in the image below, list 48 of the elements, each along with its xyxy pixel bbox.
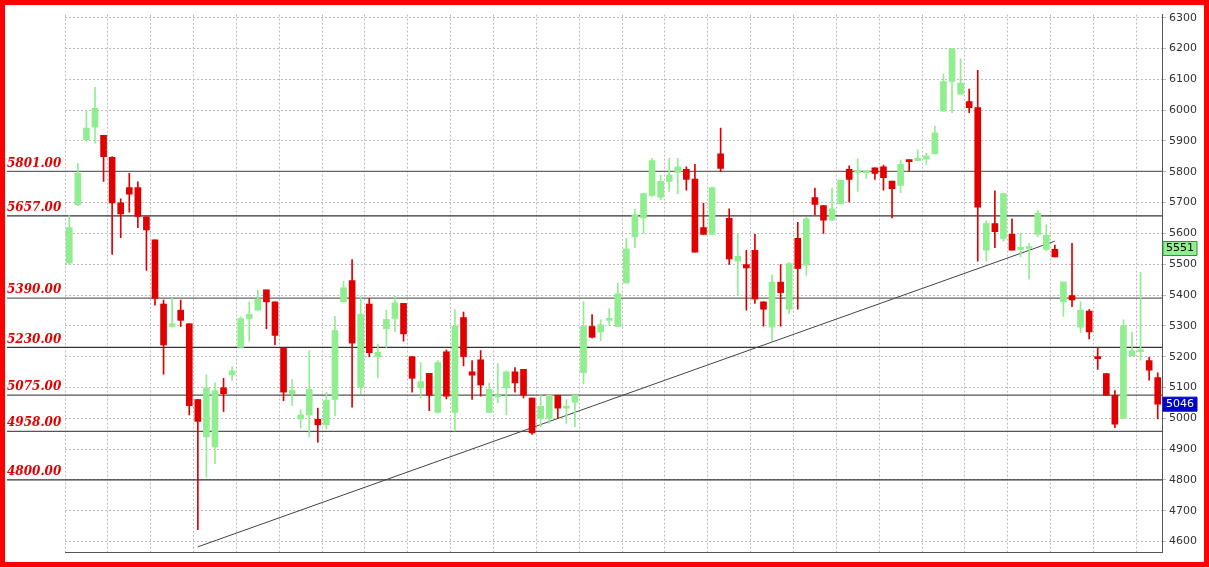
ref-line-label: 5657.00 <box>7 199 62 214</box>
y-tick-label: 5000 <box>1169 411 1198 425</box>
candlestick <box>194 399 202 530</box>
ref-line-label: 5390.00 <box>7 282 62 297</box>
y-tick-label: 4900 <box>1169 442 1198 456</box>
y-tick-label: 6100 <box>1169 72 1198 86</box>
y-tick-label: 5200 <box>1169 349 1198 363</box>
y-tick-label: 5700 <box>1169 195 1198 209</box>
y-tick-label: 5900 <box>1169 133 1198 147</box>
annotation: 5046 <box>1166 397 1195 411</box>
candlestick <box>297 409 305 429</box>
ref-line-label: 5230.00 <box>7 331 62 346</box>
candlestick <box>1025 242 1033 280</box>
candlestick <box>168 298 176 328</box>
y-tick-label: 6000 <box>1169 103 1198 116</box>
candlestick <box>674 157 682 194</box>
annotation: 5551 <box>1166 241 1195 255</box>
candlestick <box>1128 331 1136 357</box>
candlestick <box>125 172 133 213</box>
y-tick-label: 5400 <box>1169 287 1198 301</box>
ref-line-label: 4958.00 <box>7 415 62 430</box>
ref-line-label: 5075.00 <box>7 379 62 394</box>
y-tick-label: 5300 <box>1169 318 1198 332</box>
candlestick <box>734 234 742 296</box>
candlestick <box>571 394 579 427</box>
y-tick-label: 4600 <box>1169 534 1198 548</box>
candlestick <box>863 170 870 179</box>
y-tick-label: 6300 <box>1169 10 1198 24</box>
y-tick-label: 4700 <box>1169 503 1198 517</box>
candlestick <box>1068 242 1076 308</box>
y-tick-label: 5100 <box>1169 380 1198 394</box>
candlestick <box>245 301 253 342</box>
candlestick <box>1094 348 1102 370</box>
y-tick-label: 5500 <box>1169 257 1198 271</box>
candlestick <box>854 158 862 192</box>
candlestick <box>314 407 322 443</box>
y-tick-label: 5800 <box>1169 164 1198 178</box>
candlestick <box>991 190 999 248</box>
candlestick <box>417 362 424 399</box>
y-tick-label: 5600 <box>1169 226 1198 240</box>
y-tick-label: 4800 <box>1169 472 1198 486</box>
candlestick <box>665 157 673 192</box>
candlestick <box>374 343 382 378</box>
y-tick-label: 6200 <box>1169 41 1198 55</box>
ref-line-label: 5801.00 <box>7 155 62 170</box>
ref-line-label: 4800.00 <box>7 464 62 479</box>
candlestick <box>905 159 913 172</box>
candlestick <box>468 360 476 400</box>
